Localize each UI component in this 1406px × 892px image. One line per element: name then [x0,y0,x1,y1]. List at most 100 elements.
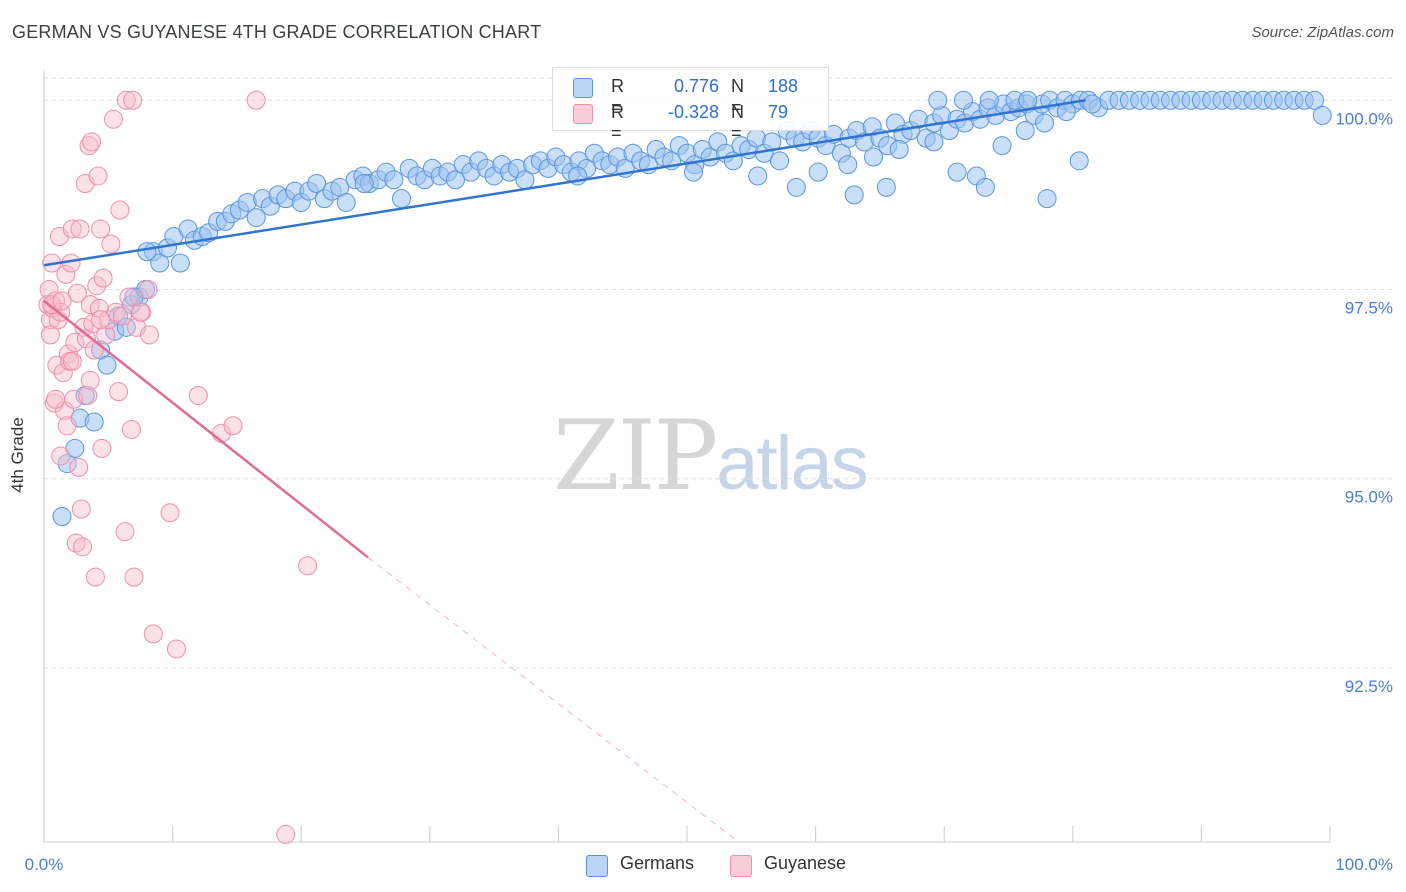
data-point-germans [354,174,374,194]
data-point-guyanese [115,522,135,542]
data-point-germans [52,507,72,527]
data-point-germans [844,185,864,205]
data-point-guyanese [143,624,163,644]
legend-r-value: -0.328 [667,102,719,122]
data-point-guyanese [79,136,99,156]
data-point-guyanese [51,446,71,466]
data-point-guyanese [106,302,126,322]
y-tick-label: 100.0% [1335,109,1393,128]
data-point-guyanese [139,325,159,345]
data-point-germans [838,155,858,175]
x-tick-labels: 0.0% 100.0% [25,855,1393,874]
data-point-germans [1035,113,1055,133]
legend-r-label: R = [611,102,624,143]
data-point-guyanese [166,639,186,659]
data-point-guyanese [160,503,180,523]
data-point-guyanese [92,438,112,458]
data-point-guyanese [62,351,82,371]
data-point-germans [1082,94,1102,114]
data-point-germans [924,132,944,152]
legend-n-value: 188 [768,76,799,96]
data-point-guyanese [71,499,91,519]
data-point-germans [786,177,806,197]
y-axis-label: 4th Grade [8,417,27,493]
data-point-germans [1018,90,1038,110]
data-point-guyanese [46,389,66,409]
data-point-guyanese [110,200,130,220]
data-point-germans [392,189,412,209]
trend-line-germans [43,99,1086,267]
data-point-germans [979,90,999,110]
data-point-guyanese [47,355,67,375]
legend-n-label: N = [731,76,744,117]
data-point-germans [1305,90,1325,110]
data-point-germans [863,147,883,167]
data-point-guyanese [188,385,208,405]
data-point-germans [446,170,466,190]
data-point-guyanese [69,457,89,477]
data-point-guyanese [40,325,60,345]
series-germans-points [52,90,1332,527]
legend-label-germans: Germans [620,853,695,873]
data-point-guyanese [103,109,123,129]
legend-r-label: R = [611,76,624,117]
y-tick-label: 95.0% [1345,488,1393,507]
data-point-guyanese [85,567,105,587]
data-point-germans [975,177,995,197]
data-point-guyanese [130,302,150,322]
data-point-guyanese [78,385,98,405]
legend-swatch-germans [586,855,608,877]
data-point-germans [808,162,828,182]
data-point-guyanese [101,234,121,254]
grid-lines [44,77,1392,669]
data-point-germans [1069,151,1089,171]
correlation-legend: R = 0.776 N = 188 R = -0.328 N = 79 [552,67,829,143]
data-point-germans [992,136,1012,156]
data-point-germans [137,242,157,262]
data-point-guyanese [66,533,86,553]
data-point-guyanese [73,537,93,557]
data-point-guyanese [119,287,139,307]
data-point-guyanese [276,824,296,844]
data-point-germans [307,174,327,194]
data-point-guyanese [67,283,87,303]
trend-line-guyanese-extension [367,557,739,843]
legend-n-value: 79 [768,102,789,122]
data-point-guyanese [40,310,60,330]
data-point-guyanese [65,332,85,352]
data-point-guyanese [138,279,158,299]
data-point-germans [150,253,170,273]
data-point-guyanese [84,340,104,360]
trend-lines [43,99,1086,843]
series-guyanese-points [38,90,318,844]
data-point-guyanese [52,291,72,311]
legend-n-label: N = [731,102,744,143]
data-point-guyanese [70,219,90,239]
y-tick-label: 92.5% [1345,677,1393,696]
data-point-germans [384,170,404,190]
trend-line-guyanese [43,299,369,559]
data-point-guyanese [82,132,102,152]
data-point-guyanese [98,310,118,330]
data-point-germans [84,412,104,432]
watermark: ZIPatlas [553,400,869,512]
data-point-germans [947,162,967,182]
x-tick-label: 0.0% [25,855,64,874]
data-point-guyanese [93,268,113,288]
data-point-germans [876,177,896,197]
data-point-guyanese [39,279,59,299]
y-tick-label: 97.5% [1345,298,1393,317]
source-label: Source: ZipAtlas.com [1251,24,1394,41]
legend-r-value: 0.776 [673,76,719,96]
x-tick-label: 100.0% [1335,855,1393,874]
data-point-germans [116,317,136,337]
data-point-guyanese [124,567,144,587]
data-point-guyanese [80,370,100,390]
axes [43,70,1331,843]
data-point-guyanese [57,416,77,436]
legend-label-guyanese: Guyanese [764,853,847,873]
data-point-guyanese [109,382,129,402]
data-point-guyanese [121,420,141,440]
data-point-germans [246,208,266,228]
